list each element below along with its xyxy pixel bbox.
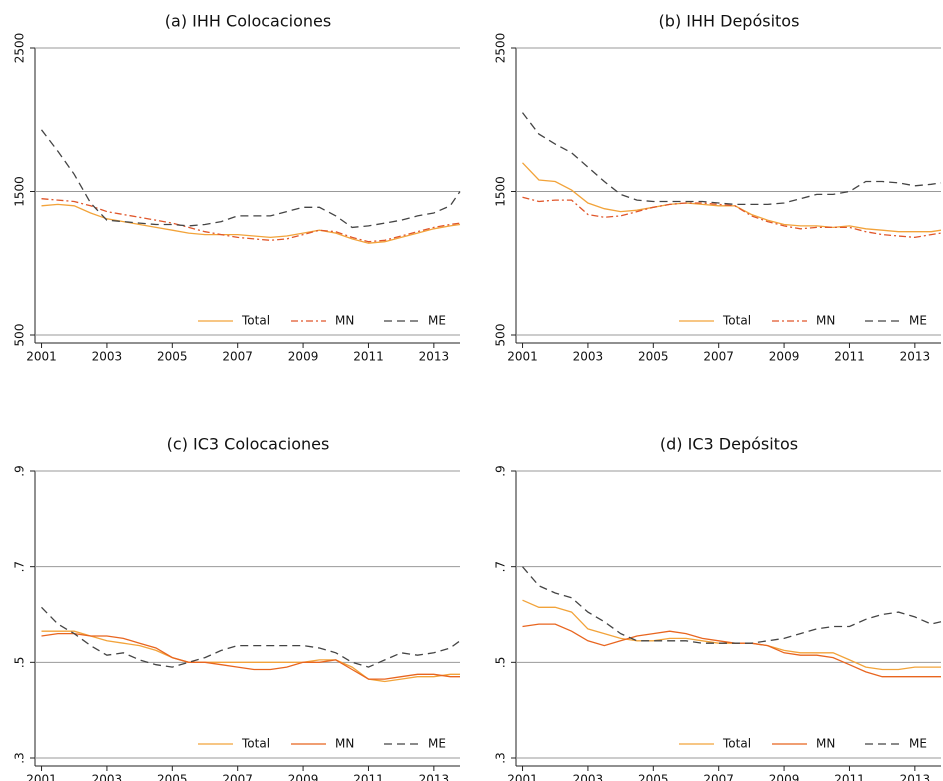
x-tick-label: 2001 xyxy=(26,773,57,781)
series-line xyxy=(522,566,942,644)
panel-title: (d) IC3 Depósitos xyxy=(660,435,798,454)
x-tick-label: 2003 xyxy=(573,350,604,364)
legend-label: ME xyxy=(909,314,927,328)
x-tick-label: 2009 xyxy=(769,350,800,364)
legend-label: Total xyxy=(722,314,751,328)
x-tick-label: 2011 xyxy=(353,350,384,364)
legend-label: MN xyxy=(816,737,835,751)
y-tick-label: 2500 xyxy=(494,33,508,64)
x-tick-label: 2001 xyxy=(507,773,538,781)
y-tick-label: .3 xyxy=(13,752,27,763)
y-tick-label: .3 xyxy=(494,752,508,763)
x-tick-label: 2009 xyxy=(288,773,319,781)
x-tick-label: 2009 xyxy=(769,773,800,781)
legend-label: Total xyxy=(241,314,270,328)
y-tick-label: .7 xyxy=(494,561,508,572)
x-tick-label: 2007 xyxy=(222,773,253,781)
legend-label: ME xyxy=(909,737,927,751)
panel: (b) IHH Depósitos 500 1500 2500 2001 2003 2005… xyxy=(494,12,942,364)
x-tick-label: 2003 xyxy=(92,773,123,781)
series-line xyxy=(521,112,942,206)
x-tick-label: 2005 xyxy=(157,350,188,364)
series-line xyxy=(41,630,460,683)
y-tick-label: 1500 xyxy=(494,176,508,207)
series-line xyxy=(41,632,460,680)
series-line xyxy=(41,203,461,244)
x-tick-label: 2013 xyxy=(419,350,450,364)
y-tick-label: .9 xyxy=(13,465,27,476)
y-tick-label: .5 xyxy=(494,657,508,668)
x-tick-label: 2001 xyxy=(507,350,538,364)
x-tick-label: 2007 xyxy=(703,773,734,781)
legend-label: ME xyxy=(428,314,446,328)
legend-label: Total xyxy=(722,737,751,751)
legend-label: MN xyxy=(816,314,835,328)
y-tick-label: 2500 xyxy=(13,33,27,64)
y-tick-label: 1500 xyxy=(13,176,27,207)
x-tick-label: 2005 xyxy=(638,773,669,781)
x-tick-label: 2003 xyxy=(573,773,604,781)
panel: (c) IC3 Colocaciones .3 .5 .7 .9 2001 2003 2005… xyxy=(13,435,461,781)
x-tick-label: 2007 xyxy=(703,350,734,364)
y-tick-label: .9 xyxy=(494,465,508,476)
legend-label: MN xyxy=(335,737,354,751)
x-tick-label: 2003 xyxy=(92,350,123,364)
x-tick-label: 2007 xyxy=(222,350,253,364)
panel-title: (a) IHH Colocaciones xyxy=(165,12,331,31)
y-tick-label: 500 xyxy=(13,324,27,347)
series-line xyxy=(41,606,461,668)
x-tick-label: 2013 xyxy=(900,773,931,781)
y-tick-label: .5 xyxy=(13,657,27,668)
x-tick-label: 2013 xyxy=(419,773,450,781)
panel: (a) IHH Colocaciones 500 1500 2500 2001 2003 2… xyxy=(13,12,461,364)
x-tick-label: 2001 xyxy=(26,350,57,364)
series-line xyxy=(40,129,461,229)
panel-title: (c) IC3 Colocaciones xyxy=(167,435,330,454)
legend-label: Total xyxy=(241,737,270,751)
legend-label: ME xyxy=(428,737,446,751)
series-line xyxy=(522,162,942,233)
series-line xyxy=(522,196,942,239)
y-tick-label: 500 xyxy=(494,324,508,347)
x-tick-label: 2005 xyxy=(638,350,669,364)
y-tick-label: .7 xyxy=(13,561,27,572)
panel-title: (b) IHH Depósitos xyxy=(659,12,800,31)
x-tick-label: 2011 xyxy=(834,350,865,364)
panel: (d) IC3 Depósitos .3 .5 .7 .9 2001 2003 2005 200… xyxy=(494,435,942,781)
series-line xyxy=(41,198,461,243)
x-tick-label: 2011 xyxy=(834,773,865,781)
x-tick-label: 2013 xyxy=(900,350,931,364)
legend-label: MN xyxy=(335,314,354,328)
x-tick-label: 2011 xyxy=(353,773,384,781)
x-tick-label: 2005 xyxy=(157,773,188,781)
x-tick-label: 2009 xyxy=(288,350,319,364)
